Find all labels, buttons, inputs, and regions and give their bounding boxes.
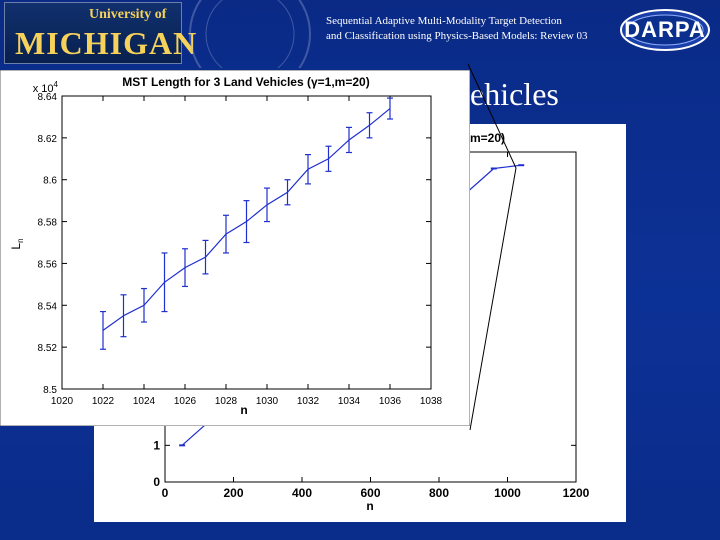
- x-tick-label: 800: [429, 486, 449, 500]
- x-tick-label: 1200: [563, 486, 590, 500]
- x-tick-label: 400: [292, 486, 312, 500]
- x-tick-label: 1036: [379, 396, 402, 407]
- darpa-logo-shape: [620, 9, 710, 51]
- y-tick-label: 8.54: [38, 301, 58, 312]
- x-tick-label: 0: [162, 486, 169, 500]
- y-tick-label: 8.64: [38, 92, 58, 103]
- inset-chart-xlabel: n: [240, 403, 247, 417]
- darpa-logo-text: DARPA: [624, 17, 706, 42]
- x-tick-label: 1032: [297, 396, 320, 407]
- x-tick-label: 1038: [420, 396, 443, 407]
- x-tick-label: 1024: [133, 396, 156, 407]
- x-tick-label: 1028: [215, 396, 238, 407]
- inset-chart: MST Length for 3 Land Vehicles (γ=1,m=20…: [0, 70, 470, 426]
- inset-chart-axes-box: [61, 95, 432, 390]
- background-chart-xlabel: n: [366, 499, 373, 513]
- university-logo-top: University of: [89, 7, 167, 22]
- header-subtitle-line1: Sequential Adaptive Multi-Modality Targe…: [326, 15, 562, 27]
- inset-chart-ylabel-main: L: [9, 243, 23, 250]
- slide-title-fragment: ehicles: [470, 76, 559, 112]
- darpa-logo: DARPA: [620, 8, 710, 52]
- inset-chart-multiplier: x 104: [33, 80, 59, 95]
- x-tick-label: 600: [360, 486, 380, 500]
- x-tick-label: 1022: [92, 396, 115, 407]
- x-tick-label: 200: [223, 486, 243, 500]
- x-tick-label: 1034: [338, 396, 361, 407]
- x-tick-label: 1020: [51, 396, 74, 407]
- header-subtitle-line2: and Classification using Physics-Based M…: [326, 30, 588, 42]
- zoom-connector-line-lower: [469, 167, 517, 431]
- y-tick-label: 8.5: [43, 385, 57, 396]
- x-tick-label: 1030: [256, 396, 279, 407]
- zoom-connector-line-upper: [467, 63, 517, 169]
- y-tick-label: 8.58: [38, 218, 58, 229]
- inset-chart-ylabel: Ln: [9, 238, 25, 249]
- y-tick-label: 8.56: [38, 259, 58, 270]
- inset-chart-multiplier-exp: 4: [54, 80, 59, 89]
- inset-chart-title: MST Length for 3 Land Vehicles (γ=1,m=20…: [122, 75, 369, 89]
- y-tick-label: 8.62: [38, 134, 58, 145]
- header-subtitle: Sequential Adaptive Multi-Modality Targe…: [326, 14, 626, 44]
- x-tick-label: 1000: [494, 486, 521, 500]
- inset-chart-multiplier-base: x 10: [33, 83, 54, 95]
- x-tick-label: 1026: [174, 396, 197, 407]
- y-tick-label: 0: [153, 475, 160, 489]
- inset-chart-panel: [0, 70, 470, 426]
- background-chart-title: m=20): [470, 131, 505, 145]
- university-logo: University of MICHIGAN: [4, 2, 196, 64]
- inset-chart-ylabel-sub: n: [16, 238, 25, 242]
- university-seal-watermark: [189, 0, 311, 68]
- y-tick-label: 8.6: [43, 176, 57, 187]
- university-logo-main: MICHIGAN: [15, 25, 198, 61]
- slide-header: University of MICHIGAN Sequential Adapti…: [0, 0, 720, 68]
- y-tick-label: 1: [153, 438, 160, 452]
- y-tick-label: 8.52: [38, 343, 58, 354]
